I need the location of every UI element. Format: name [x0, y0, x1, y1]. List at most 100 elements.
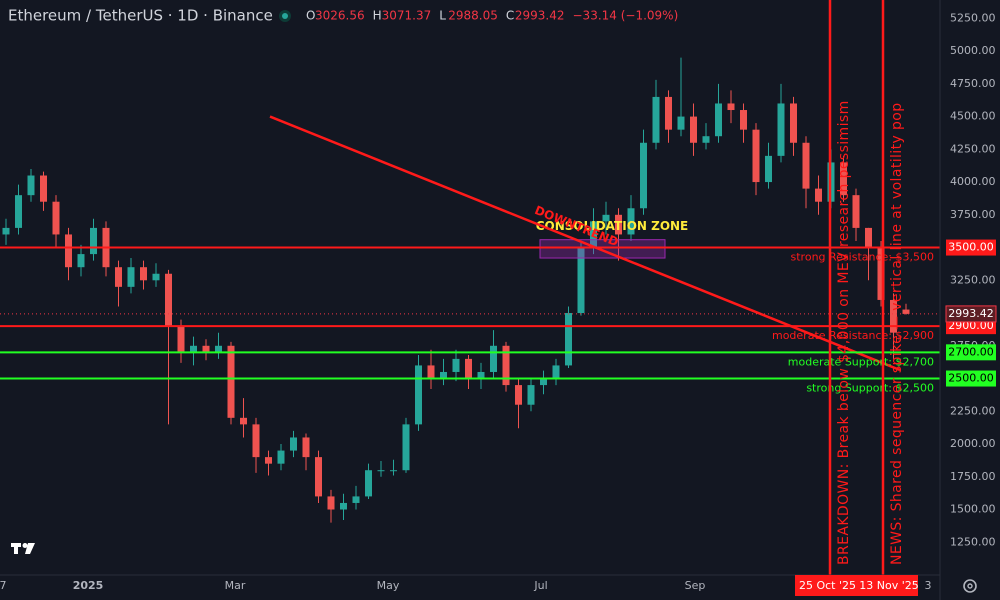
candle-body [477, 371, 485, 379]
candle-body [502, 345, 510, 386]
candle-body [590, 221, 597, 248]
x-tick-label: Mar [225, 579, 246, 592]
y-tick-label: 1500.00 [950, 503, 996, 516]
candle-body [27, 175, 35, 196]
candle-body [177, 326, 185, 353]
candle-body [765, 155, 772, 183]
candle-body [627, 208, 635, 235]
event-label: NEWS: Shared sequencer spike — vertical … [889, 102, 905, 565]
candle-body [190, 345, 197, 353]
candle-body [152, 273, 160, 281]
y-tick-label: 5000.00 [950, 44, 996, 57]
candle-body [452, 358, 460, 372]
gear [967, 583, 973, 589]
candle-body [340, 502, 347, 510]
candle-body [2, 227, 10, 235]
candle-body [540, 378, 547, 386]
candle-body [877, 247, 885, 300]
y-tick-label: 3250.00 [950, 273, 996, 286]
candle-body [352, 496, 360, 503]
candle-body [677, 116, 685, 130]
level-note: moderate Support: $2,700 [788, 355, 934, 368]
date-tag-label: 25 Oct '25 [799, 579, 856, 592]
price-tag-label: 2500.00 [948, 372, 994, 385]
x-tick-label: 2025 [73, 579, 104, 592]
y-tick-label: 4500.00 [950, 110, 996, 123]
candle-body [115, 267, 122, 287]
gear [963, 579, 977, 593]
date-tag-label: 13 Nov '25 [859, 579, 918, 592]
price-tag [945, 305, 997, 323]
candle-body [377, 470, 385, 472]
candle-body [40, 175, 47, 202]
change: −33.14 (−1.09%) [573, 9, 679, 23]
date-tag [860, 575, 918, 596]
y-tick-label: 4250.00 [950, 142, 996, 155]
y-tick-label: 3750.00 [950, 208, 996, 221]
candle-body [840, 162, 847, 196]
candle-body [227, 345, 235, 418]
y-tick-label: 4000.00 [950, 175, 996, 188]
y-tick-label: 1750.00 [950, 470, 996, 483]
candle-body [640, 142, 647, 209]
logo-part [14, 543, 18, 554]
ohlc-value: 2988.05 [448, 9, 498, 23]
candle-body [815, 188, 822, 202]
candle-body [690, 116, 697, 143]
ohlc-value: 2993.42 [515, 9, 565, 23]
tv-logo[interactable] [11, 543, 35, 554]
candle-body [615, 214, 622, 235]
candle-body [140, 267, 147, 281]
candle-body [865, 227, 872, 248]
price-tag-label: 2700.00 [948, 345, 994, 358]
price-tag [946, 370, 996, 387]
candle-body [427, 365, 435, 379]
ohlc-label: O [306, 9, 315, 23]
candle-body [327, 496, 335, 510]
price-tag [946, 239, 996, 256]
candle-body [515, 385, 522, 405]
x-tick-label: Sep [685, 579, 706, 592]
candle-body [490, 345, 497, 372]
candle-body [790, 103, 797, 143]
candle-body [15, 195, 22, 228]
zone-box [539, 239, 666, 259]
date-tag [795, 575, 860, 596]
ohlc-label: C [506, 9, 514, 23]
trendline [269, 115, 901, 372]
logo-part [22, 543, 28, 548]
candle-body [240, 417, 247, 425]
x-tick-label: May [377, 579, 400, 592]
symbol-title[interactable]: Ethereum / TetherUS · 1D · Binance [8, 7, 273, 25]
price-tag-label: 2993.42 [948, 307, 994, 320]
candle-body [565, 313, 572, 366]
candle-body [215, 345, 222, 353]
candle-body [727, 103, 735, 111]
candle-body [365, 470, 372, 497]
candle-body [777, 103, 785, 156]
candle-body [890, 299, 897, 333]
y-tick-label: 4750.00 [950, 77, 996, 90]
event-label: BREAKDOWN: Break below $4,000 on MEV res… [836, 100, 852, 565]
candle-body [277, 450, 285, 464]
candle-body [740, 110, 747, 130]
x-tick-label: 3 [925, 579, 932, 592]
candle-body [52, 201, 60, 235]
candle-body [90, 227, 97, 255]
candle-body [252, 424, 260, 458]
y-tick-label: 2250.00 [950, 404, 996, 417]
level-note: strong Support: $2,500 [806, 382, 934, 395]
candle-body [165, 273, 172, 327]
settings-icon[interactable] [963, 579, 977, 593]
candle-body [465, 358, 472, 379]
candle-body [802, 142, 810, 189]
ohlc-value: 3026.56 [315, 9, 365, 23]
ohlc-label: L [439, 9, 446, 23]
logo-part [25, 543, 35, 554]
ohlc-value: 3071.37 [382, 9, 432, 23]
ohlc-label: H [373, 9, 382, 23]
candle-body [402, 424, 410, 471]
candle-body [577, 247, 585, 314]
